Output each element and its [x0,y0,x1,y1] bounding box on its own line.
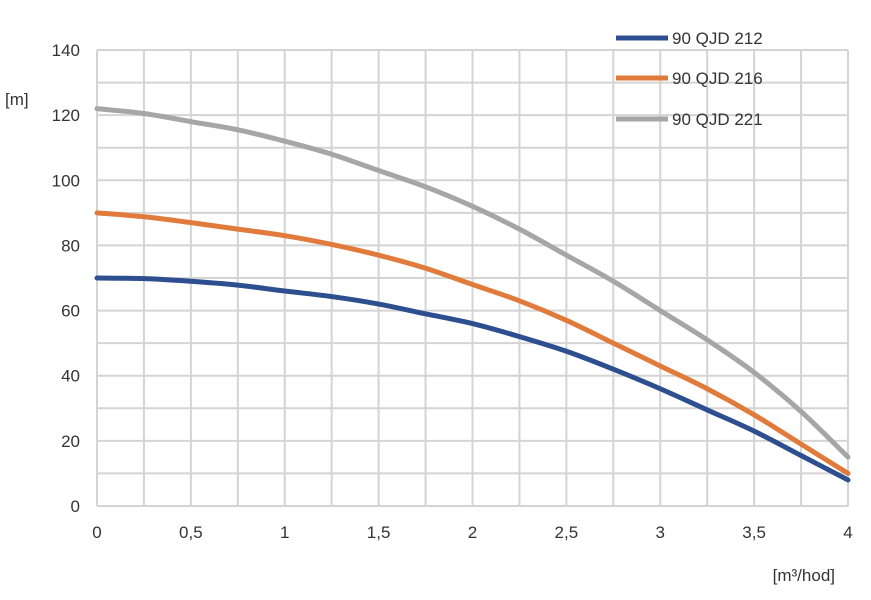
y-axis-label: [m] [5,90,29,109]
y-tick-label: 20 [61,432,80,451]
legend-label: 90 QJD 216 [672,69,763,88]
x-tick-label: 3,5 [742,523,766,542]
x-tick-label: 2 [468,523,477,542]
y-tick-label: 100 [52,171,80,190]
x-tick-label: 3 [656,523,665,542]
grid-lines [96,49,849,507]
x-tick-label: 1,5 [367,523,391,542]
series-line-90-qjd-212 [94,275,851,483]
legend-label: 90 QJD 212 [672,29,763,48]
y-axis-ticks: 0 20 40 60 80 100 120 140 [52,41,80,516]
y-tick-label: 0 [71,497,80,516]
series-line-90-qjd-216 [94,210,851,476]
x-tick-label: 0 [92,523,101,542]
y-tick-label: 40 [61,367,80,386]
y-tick-label: 120 [52,106,80,125]
y-tick-label: 140 [52,41,80,60]
legend-label: 90 QJD 221 [672,110,763,129]
x-tick-label: 4 [843,523,852,542]
series-line-90-qjd-221 [94,106,851,460]
series-lines [94,106,851,483]
x-axis-label: [m³/hod] [773,566,835,585]
y-tick-label: 60 [61,302,80,321]
x-tick-label: 2,5 [555,523,579,542]
x-tick-label: 0,5 [179,523,203,542]
y-tick-label: 80 [61,236,80,255]
x-tick-label: 1 [280,523,289,542]
x-axis-ticks: 0 0,5 1 1,5 2 2,5 3 3,5 4 [92,523,852,542]
legend: 90 QJD 212 90 QJD 216 90 QJD 221 [616,29,763,129]
